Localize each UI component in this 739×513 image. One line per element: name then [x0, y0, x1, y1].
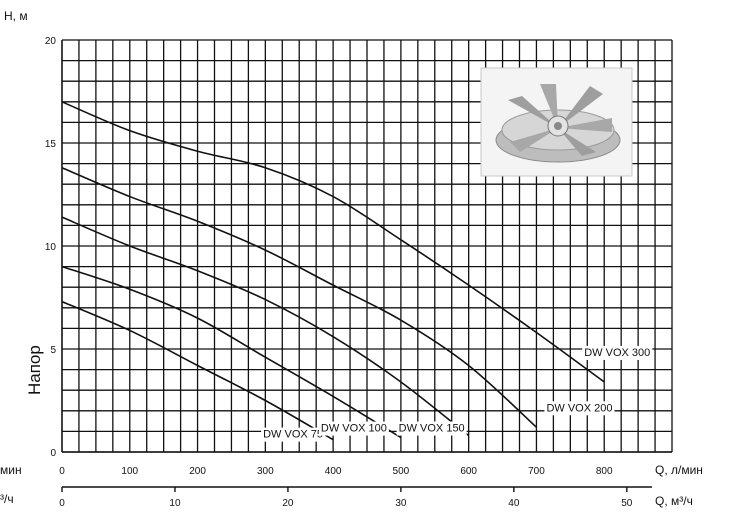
x2-tick-label: 50: [621, 498, 633, 509]
x2-tick-label: 20: [282, 498, 294, 509]
series-label: DW VOX 150: [399, 423, 465, 435]
x-tick-label: 100: [121, 466, 138, 477]
x-tick-label: 700: [528, 466, 545, 477]
x2-tick-label: 10: [169, 498, 181, 509]
series-line: [61, 216, 470, 437]
series-label-background: [396, 421, 467, 436]
series-line: [61, 166, 537, 428]
x-axis-left-fragment: мин: [0, 463, 22, 477]
x2-axis-left-fragment: ³/ч: [0, 492, 14, 506]
y-tick-label: 15: [45, 139, 57, 150]
curves: [61, 101, 605, 441]
impeller-photo: [480, 67, 633, 177]
y-tick-label: 0: [50, 448, 56, 459]
series-label-background: [544, 401, 615, 416]
y-axis-unit: H, м: [4, 9, 28, 23]
series-line: [61, 265, 402, 439]
x-tick-label: 0: [59, 466, 65, 477]
y-tick-label: 5: [50, 345, 56, 356]
x-axis-title: Q, л/мин: [655, 463, 703, 477]
series-label-background: [318, 421, 389, 436]
series-label: DW VOX 300: [584, 347, 650, 359]
x-tick-label: 400: [325, 466, 342, 477]
series-label: DW VOX 200: [546, 402, 612, 414]
x2-tick-label: 30: [395, 498, 407, 509]
grid: [61, 39, 673, 453]
y-tick-label: 10: [45, 242, 57, 253]
series-label-background: [582, 345, 653, 360]
series-label-background: [261, 427, 326, 442]
x2-tick-label: 0: [59, 498, 65, 509]
series-line: [61, 101, 605, 383]
series-line: [61, 300, 334, 441]
series-label: DW VOX 75: [263, 429, 323, 441]
x2-tick-label: 40: [508, 498, 520, 509]
x-tick-label: 800: [596, 466, 613, 477]
x-tick-label: 600: [460, 466, 477, 477]
x2-axis-title: Q, м³/ч: [655, 494, 693, 508]
x-tick-label: 200: [189, 466, 206, 477]
series-label: DW VOX 100: [321, 423, 387, 435]
x-tick-label: 500: [393, 466, 410, 477]
y-axis-title: Напор: [25, 345, 44, 395]
x-tick-label: 300: [257, 466, 274, 477]
y-tick-label: 20: [45, 36, 57, 47]
